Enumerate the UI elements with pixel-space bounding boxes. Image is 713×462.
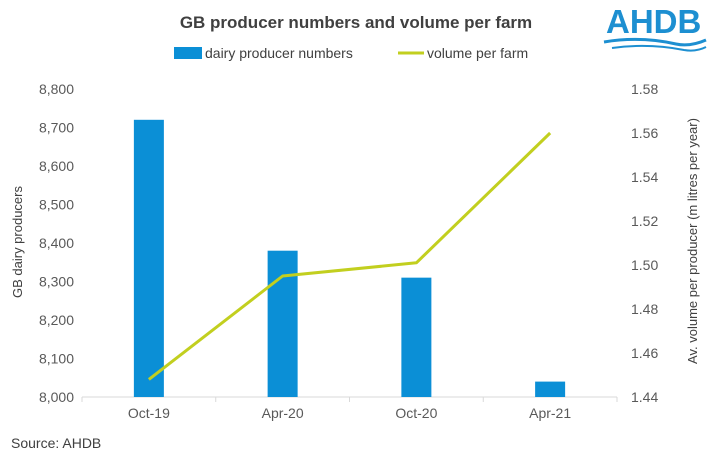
x-tick-label: Oct-19 [128, 405, 170, 421]
y-left-tick-label: 8,600 [39, 158, 74, 174]
volume-line [147, 131, 552, 381]
y-right-tick-label: 1.46 [631, 345, 658, 361]
legend: dairy producer numbers volume per farm [174, 45, 528, 61]
y-left-tick-label: 8,200 [39, 312, 74, 328]
x-tick-label: Apr-20 [262, 405, 304, 421]
legend-swatch-bars [174, 47, 202, 59]
bar [535, 381, 566, 397]
y-left-tick-label: 8,300 [39, 274, 74, 290]
x-tick-label: Apr-21 [529, 405, 571, 421]
y-right-tick-label: 1.56 [631, 125, 658, 141]
bar [267, 250, 298, 397]
logo-text: AHDB [606, 3, 701, 40]
y-left-tick-label: 8,800 [39, 81, 74, 97]
bar [401, 277, 432, 397]
legend-label-line: volume per farm [427, 45, 528, 61]
y-left-tick-label: 8,400 [39, 235, 74, 251]
y-right-tick-label: 1.48 [631, 301, 658, 317]
legend-label-bars: dairy producer numbers [205, 45, 353, 61]
source-note: Source: AHDB [11, 435, 101, 451]
bar [133, 119, 164, 398]
y-left-tick-label: 8,500 [39, 197, 74, 213]
plot-area: Oct-19 Apr-20 Oct-20 Apr-21 8,000 8,100 8,200 8… [39, 81, 659, 421]
y-right-tick-label: 1.44 [631, 389, 658, 405]
y-right-label: Av. volume per producer (m litres per ye… [685, 118, 700, 364]
chart-title: GB producer numbers and volume per farm [180, 13, 532, 32]
logo-wave-1 [603, 37, 707, 47]
y-left-tick-label: 8,100 [39, 351, 74, 367]
logo-wave-2 [611, 44, 707, 52]
ahdb-logo: AHDB [603, 3, 707, 52]
y-right-tick-label: 1.52 [631, 213, 658, 229]
y-left-tick-label: 8,700 [39, 120, 74, 136]
y-left-label: GB dairy producers [10, 186, 25, 298]
x-tick-label: Oct-20 [395, 405, 437, 421]
y-right-tick-label: 1.50 [631, 257, 658, 273]
y-right-tick-label: 1.54 [631, 169, 658, 185]
y-left-tick-label: 8,000 [39, 389, 74, 405]
y-right-tick-label: 1.58 [631, 81, 658, 97]
